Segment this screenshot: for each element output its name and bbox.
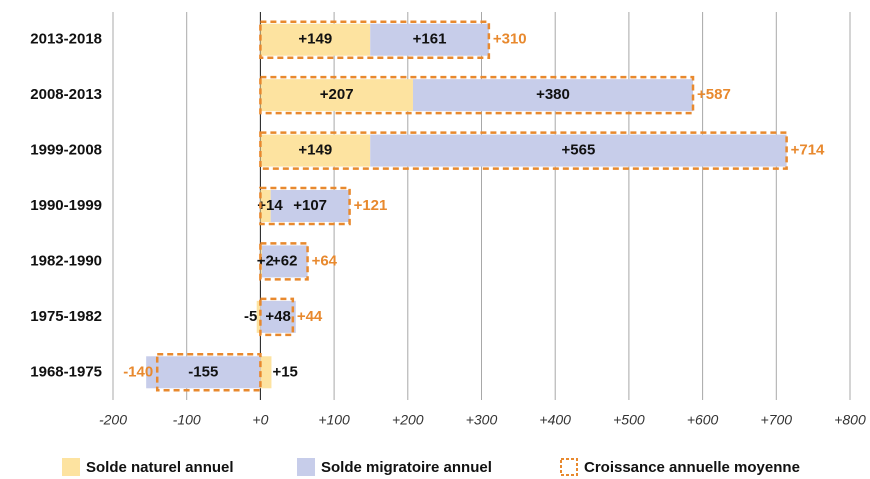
category-label: 1968-1975 xyxy=(30,363,102,380)
bar-segment xyxy=(146,356,261,389)
bar-label: +207 xyxy=(320,86,354,103)
bar-label: -5 xyxy=(244,308,257,325)
total-label: +310 xyxy=(493,31,527,48)
category-label: 1982-1990 xyxy=(30,252,102,269)
x-tick-label: +700 xyxy=(761,412,793,428)
bar-label: +380 xyxy=(536,86,570,103)
x-tick-label: -100 xyxy=(173,412,201,428)
bar-segment xyxy=(260,134,371,167)
x-tick-label: +200 xyxy=(392,412,424,428)
total-label: -140 xyxy=(123,363,153,380)
category-label: 1999-2008 xyxy=(30,142,102,159)
bar-label: +161 xyxy=(413,31,447,48)
bar-segment xyxy=(261,245,308,278)
total-box xyxy=(259,242,309,281)
x-tick-label: +600 xyxy=(687,412,719,428)
legend-swatch xyxy=(62,458,80,476)
x-tick-label: +500 xyxy=(613,412,645,428)
x-tick-label: -200 xyxy=(99,412,127,428)
bar-label: +15 xyxy=(272,363,297,380)
bar-label: +149 xyxy=(298,142,332,159)
category-label: 2008-2013 xyxy=(30,86,102,103)
bar-segment xyxy=(256,300,261,333)
bar-label: -155 xyxy=(188,363,218,380)
bar-label: +565 xyxy=(562,142,596,159)
x-tick-label: +800 xyxy=(834,412,866,428)
bar-segment xyxy=(260,23,371,56)
total-box xyxy=(259,131,788,170)
category-label: 2013-2018 xyxy=(30,31,102,48)
total-box xyxy=(259,297,295,337)
legend-swatch xyxy=(297,458,315,476)
total-box xyxy=(259,75,695,115)
legend-label: Solde naturel annuel xyxy=(86,459,234,476)
bar-segment xyxy=(260,245,262,278)
x-tick-label: +100 xyxy=(318,412,350,428)
bar-segment xyxy=(370,23,489,56)
bar-segment xyxy=(260,300,296,333)
category-label: 1975-1982 xyxy=(30,308,102,325)
bar-label: +149 xyxy=(298,31,332,48)
total-label: +714 xyxy=(791,142,825,159)
total-box xyxy=(259,20,491,59)
bar-label: +14 xyxy=(257,197,283,214)
x-tick-label: +0 xyxy=(252,412,268,428)
bar-label: +62 xyxy=(272,252,297,269)
bar-label: +107 xyxy=(293,197,327,214)
bar-segment xyxy=(260,79,413,112)
category-label: 1990-1999 xyxy=(30,197,102,214)
legend-label: Croissance annuelle moyenne xyxy=(584,459,800,476)
bar-label: +48 xyxy=(265,308,290,325)
total-box xyxy=(259,186,351,226)
legend-label: Solde migratoire annuel xyxy=(321,459,492,476)
total-label: +121 xyxy=(354,197,388,214)
total-box xyxy=(155,353,262,392)
x-tick-label: +300 xyxy=(466,412,498,428)
total-label: +587 xyxy=(697,86,731,103)
bar-segment xyxy=(370,134,787,167)
bar-segment xyxy=(412,79,694,112)
x-tick-label: +400 xyxy=(539,412,571,428)
total-label: +44 xyxy=(297,308,323,325)
legend-swatch xyxy=(560,458,578,476)
bar-segment xyxy=(260,190,271,222)
total-label: +64 xyxy=(312,252,338,269)
bar-segment xyxy=(270,190,350,222)
bar-segment xyxy=(260,356,272,389)
